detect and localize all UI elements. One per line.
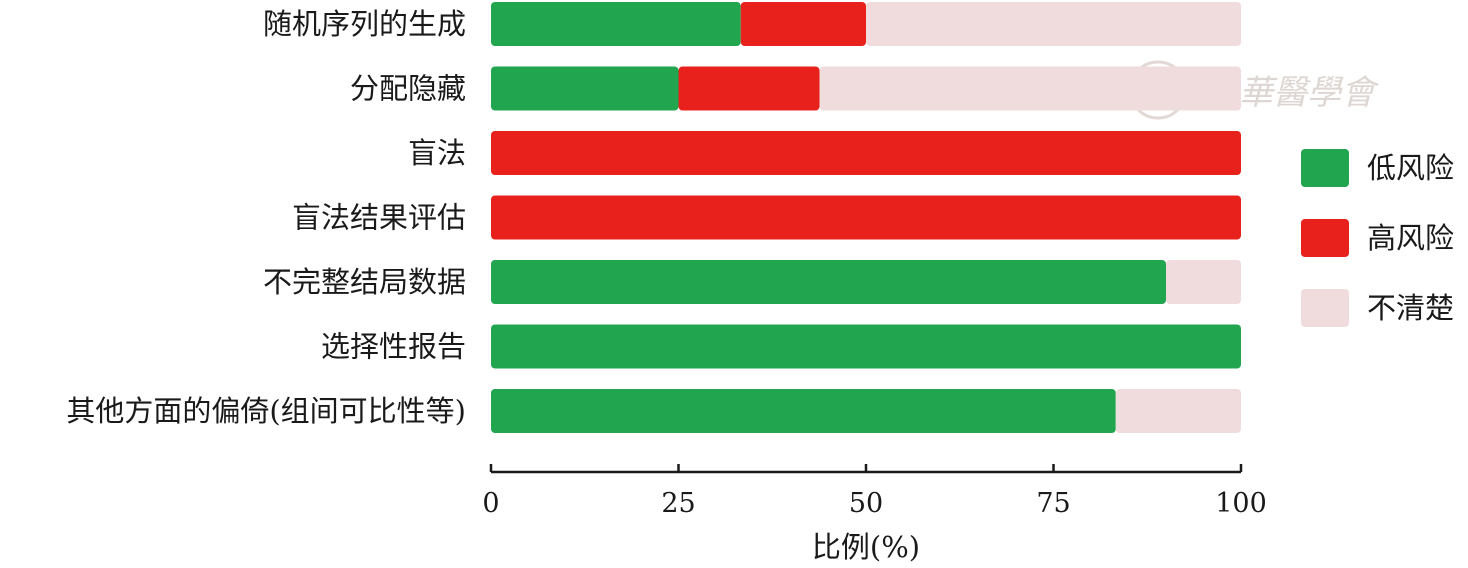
- x-axis-title: 比例(%): [812, 530, 920, 564]
- category-label: 盲法: [408, 136, 466, 170]
- bar-segment-4-2: [1166, 260, 1241, 304]
- category-label: 分配隐藏: [350, 72, 466, 106]
- bar-segment-0-0: [491, 2, 741, 46]
- category-label: 盲法结果评估: [292, 201, 466, 235]
- legend-label: 不清楚: [1367, 291, 1454, 325]
- x-axis: 0 25 50 75 100: [482, 464, 1267, 519]
- legend-swatch: [1301, 149, 1349, 187]
- bar-segment-6-2: [1115, 389, 1241, 433]
- bar-segment-5-0: [491, 324, 1241, 369]
- bar-segment-0-2: [866, 2, 1241, 46]
- category-label: 随机序列的生成: [263, 7, 466, 41]
- bar-segment-1-2: [819, 66, 1241, 111]
- category-label: 其他方面的偏倚(组间可比性等): [66, 394, 466, 428]
- bar-segment-4-0: [491, 260, 1166, 304]
- x-tick-label: 50: [849, 488, 883, 519]
- x-tick-label: 25: [661, 488, 695, 519]
- x-tick-label: 75: [1036, 488, 1070, 519]
- bar-segment-1-1: [678, 66, 820, 111]
- bars-group: [491, 2, 1241, 433]
- bar-segment-0-1: [740, 2, 866, 46]
- legend-swatch: [1301, 219, 1349, 257]
- bar-segment-3-1: [491, 195, 1241, 240]
- bar-segment-6-0: [491, 389, 1116, 433]
- category-label: 不完整结局数据: [263, 265, 466, 299]
- legend-swatch: [1301, 289, 1349, 327]
- bar-segment-1-0: [491, 66, 679, 111]
- bar-segment-2-1: [491, 131, 1241, 175]
- legend-label: 高风险: [1367, 221, 1454, 255]
- category-label: 选择性报告: [321, 330, 466, 364]
- x-tick-label: 0: [482, 488, 499, 519]
- x-tick-label: 100: [1215, 488, 1267, 519]
- legend-label: 低风险: [1367, 151, 1454, 185]
- category-labels: 随机序列的生成分配隐藏盲法盲法结果评估不完整结局数据选择性报告其他方面的偏倚(组…: [66, 7, 466, 428]
